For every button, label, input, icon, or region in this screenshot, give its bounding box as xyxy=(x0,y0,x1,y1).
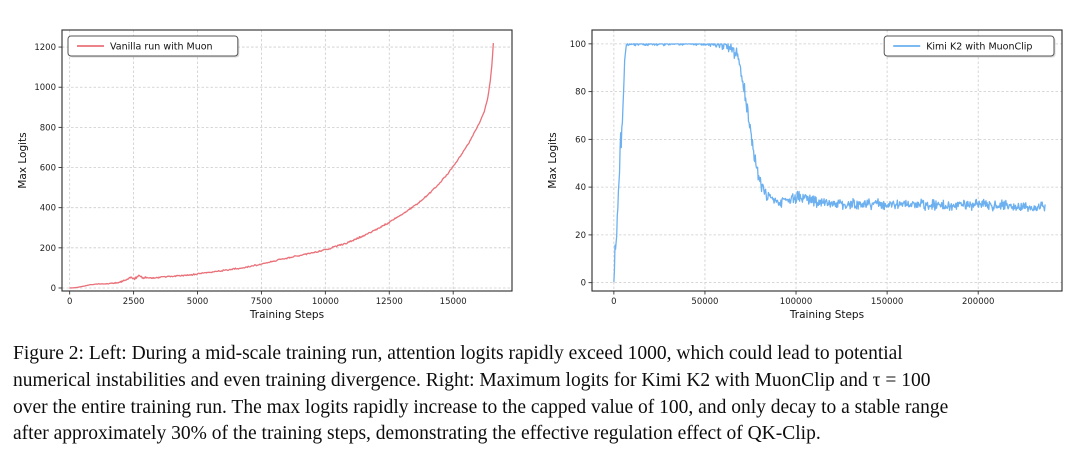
y-tick-label: 60 xyxy=(575,135,586,145)
y-tick-label: 100 xyxy=(570,40,586,50)
y-tick-label: 400 xyxy=(40,204,56,214)
x-axis-label: Training Steps xyxy=(789,309,864,321)
series-line xyxy=(613,43,1046,282)
y-tick-label: 20 xyxy=(575,231,586,241)
y-tick-label: 1200 xyxy=(34,43,56,53)
x-tick-label: 50000 xyxy=(691,297,718,307)
legend-label: Vanilla run with Muon xyxy=(110,41,213,52)
y-tick-label: 40 xyxy=(575,183,586,193)
x-tick-label: 10000 xyxy=(312,297,339,307)
x-tick-label: 15000 xyxy=(440,297,467,307)
x-tick-label: 0 xyxy=(67,297,72,307)
legend-box xyxy=(883,35,1055,57)
grid xyxy=(62,30,512,291)
caption-line-4: after approximately 30% of the training … xyxy=(13,423,821,445)
plot-border xyxy=(591,29,1063,292)
caption-line-3: over the entire training run. The max lo… xyxy=(13,396,949,418)
x-tick-label: 200000 xyxy=(962,297,994,307)
x-tick-label: 5000 xyxy=(187,297,209,307)
y-axis: 0 20 40 60 80 100 xyxy=(570,40,592,289)
x-tick-label: 2500 xyxy=(123,297,145,307)
right-chart: 0 50000 100000 150000 200000 0 20 40 60 80 100 Trai… xyxy=(547,29,1063,321)
y-tick-label: 600 xyxy=(40,164,56,174)
y-tick-label: 800 xyxy=(40,123,56,133)
y-axis: 0 200 400 600 800 1000 1200 xyxy=(34,43,62,294)
legend: Kimi K2 with MuonClip xyxy=(883,35,1056,58)
x-tick-label: 0 xyxy=(611,297,616,307)
x-tick-label: 100000 xyxy=(780,297,812,307)
y-tick-label: 1000 xyxy=(34,83,56,93)
grid xyxy=(592,30,1062,291)
x-tick-label: 150000 xyxy=(871,297,903,307)
x-axis: 0 2500 5000 7500 10000 12500 15000 xyxy=(67,291,467,307)
left-chart: 0 2500 5000 7500 10000 12500 15000 0 200 400 600 80… xyxy=(17,29,513,321)
plot-border xyxy=(61,29,513,292)
caption-line-1: Figure 2: Left: During a mid-scale train… xyxy=(13,343,903,364)
y-tick-label: 0 xyxy=(581,279,586,289)
legend-label: Kimi K2 with MuonClip xyxy=(926,41,1032,52)
x-tick-label: 12500 xyxy=(376,297,403,307)
legend-box xyxy=(67,35,239,57)
legend: Vanilla run with Muon xyxy=(67,35,240,58)
x-axis-label: Training Steps xyxy=(249,309,324,321)
x-axis: 0 50000 100000 150000 200000 xyxy=(611,291,994,307)
y-axis-label: Max Logits xyxy=(547,132,559,188)
y-tick-label: 80 xyxy=(575,88,586,98)
y-tick-label: 0 xyxy=(51,284,56,294)
caption-line-2: numerical instabilities and even trainin… xyxy=(13,369,931,391)
y-axis-label: Max Logits xyxy=(17,132,29,188)
figure-caption: Figure 2: Left: During a mid-scale train… xyxy=(13,341,1069,448)
series-line xyxy=(69,43,494,289)
y-tick-label: 200 xyxy=(40,244,56,254)
x-tick-label: 7500 xyxy=(251,297,273,307)
